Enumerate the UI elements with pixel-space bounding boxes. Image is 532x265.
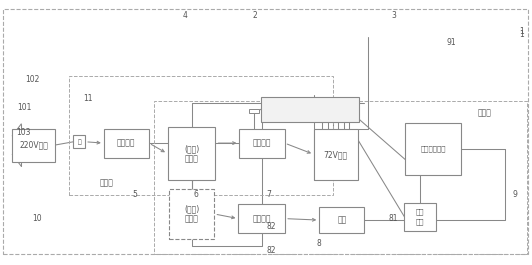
Bar [69, 76, 332, 195]
Text: 72V电池: 72V电池 [323, 150, 348, 159]
Bar [154, 101, 527, 254]
Text: 1: 1 [519, 30, 523, 39]
Text: 充电器: 充电器 [99, 178, 113, 187]
Bar [405, 123, 461, 175]
Text: 变压器: 变压器 [185, 154, 198, 163]
Bar [404, 203, 436, 231]
Text: 整流滤波: 整流滤波 [117, 139, 136, 148]
Text: 7: 7 [266, 190, 271, 199]
Text: 3: 3 [391, 11, 396, 20]
Text: 4: 4 [182, 11, 188, 20]
Text: 82: 82 [267, 222, 276, 231]
Bar [73, 135, 85, 148]
Text: 220V电源: 220V电源 [19, 141, 48, 149]
Text: 81: 81 [389, 214, 398, 223]
Text: 5: 5 [132, 190, 137, 199]
Bar [104, 129, 149, 158]
Text: 采样: 采样 [416, 218, 425, 225]
Text: 2: 2 [253, 11, 257, 20]
Text: 102: 102 [24, 75, 39, 84]
Bar [261, 97, 359, 122]
Text: 101: 101 [16, 103, 31, 112]
Text: 103: 103 [16, 128, 31, 137]
Text: 10: 10 [32, 214, 42, 223]
Text: 8: 8 [317, 238, 321, 248]
Text: 电机: 电机 [337, 216, 346, 224]
Text: 控制器: 控制器 [477, 108, 491, 117]
Text: 整流滤波: 整流滤波 [253, 139, 271, 148]
Bar [169, 189, 214, 238]
Text: 6: 6 [193, 190, 198, 199]
Bar [319, 207, 364, 233]
Text: 电路: 电路 [416, 208, 425, 215]
Text: 91: 91 [446, 38, 456, 47]
Text: 1: 1 [519, 27, 523, 36]
Text: 9: 9 [512, 190, 518, 199]
Text: 11: 11 [83, 94, 93, 103]
Text: (合并): (合并) [184, 144, 199, 153]
Bar [314, 129, 358, 180]
Bar [239, 129, 285, 158]
Bar [168, 127, 215, 180]
Bar [238, 204, 285, 233]
Text: 单片机: 单片机 [185, 215, 199, 223]
Text: 82: 82 [267, 246, 276, 255]
Bar [249, 109, 259, 113]
Text: 电池管理装置: 电池管理装置 [421, 146, 446, 152]
Text: 三相驱动: 三相驱动 [253, 214, 271, 223]
Text: (单片): (单片) [184, 205, 200, 213]
Text: ～: ～ [77, 139, 81, 145]
Bar [12, 129, 55, 162]
